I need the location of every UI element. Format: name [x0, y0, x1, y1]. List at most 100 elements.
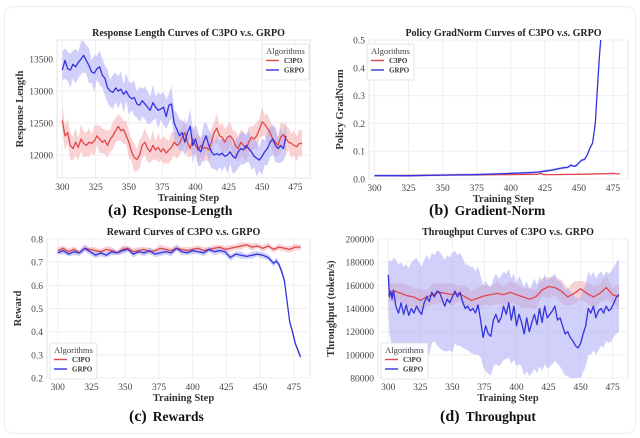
caption-b: (b) Gradient-Norm	[429, 202, 545, 220]
series-line-grpo	[61, 54, 287, 161]
legend-label-c3po: C3PO	[389, 57, 408, 65]
legend-title: Algorithms	[54, 345, 93, 355]
y-tick-label: 120000	[346, 328, 375, 338]
legend-box	[261, 43, 310, 81]
x-tick-label: 450	[255, 183, 270, 193]
y-tick-label: 0.5	[353, 37, 365, 47]
y-tick-label: 0.4	[353, 64, 365, 74]
x-tick-label: 425	[222, 183, 237, 193]
confidence-band-grpo	[62, 40, 286, 177]
x-tick-label: 375	[477, 383, 492, 393]
legend-box	[49, 342, 98, 380]
chart-d: 300 325 350 375 400 425 450 475 80000 100000 12000…	[326, 227, 629, 404]
y-tick-label: 0.7	[31, 259, 43, 269]
legend-title: Algorithms	[266, 46, 305, 56]
y-axis-label: Throughput (token/s)	[326, 260, 337, 357]
y-tick-label: 200000	[346, 236, 375, 246]
x-tick-label: 350	[445, 383, 460, 393]
confidence-band-grpo	[388, 250, 619, 378]
caption-a-label: (a)	[108, 202, 127, 219]
x-axis-label: Training Step	[158, 193, 220, 204]
chart-a: 300 325 350 375 400 425 450 475 12000 12500 13000 1…	[15, 28, 311, 204]
caption-a: (a) Response-Length	[108, 202, 232, 220]
x-tick-label: 450	[573, 383, 588, 393]
y-tick-label: 0.5	[31, 305, 43, 315]
x-tick-label: 325	[413, 383, 428, 393]
y-tick-label: 0.3	[353, 92, 365, 102]
series-group	[374, 40, 620, 178]
legend-box	[380, 342, 429, 380]
x-tick-label: 325	[84, 383, 99, 393]
y-tick-label: 12000	[29, 152, 53, 162]
legend-label-grpo: GRPO	[284, 67, 305, 75]
y-tick-label: 140000	[346, 305, 375, 315]
legend-label-c3po: C3PO	[403, 356, 422, 364]
series-group	[57, 242, 302, 360]
y-tick-label: 0.6	[31, 282, 43, 292]
chart-c: 300 325 350 375 400 425 450 475 0.2 0.3 0.4 0.5 0.6 0…	[13, 227, 311, 404]
x-tick-label: 400	[186, 383, 201, 393]
caption-d-label: (d)	[440, 408, 460, 425]
x-tick-label: 425	[538, 184, 553, 194]
series-line-grpo	[57, 247, 302, 358]
x-tick-label: 475	[288, 183, 303, 193]
y-tick-label: 100000	[346, 351, 375, 361]
x-tick-label: 300	[51, 383, 66, 393]
x-tick-label: 425	[219, 383, 234, 393]
x-axis-label: Training Step	[473, 194, 535, 205]
x-tick-label: 350	[122, 183, 137, 193]
caption-c-text: Rewards	[152, 409, 204, 424]
y-tick-label: 160000	[346, 282, 375, 292]
series-line-grpo	[374, 40, 602, 177]
legend-title: Algorithms	[385, 345, 424, 355]
y-tick-label: 0.8	[31, 236, 43, 246]
y-tick-label: 0.2	[353, 120, 365, 130]
legend-label-grpo: GRPO	[403, 366, 424, 374]
caption-d-text: Throughput	[465, 409, 536, 424]
series-group	[61, 40, 302, 177]
y-tick-label: 12500	[29, 120, 53, 130]
series-line-c3po	[61, 120, 302, 161]
caption-c-label: (c)	[129, 408, 147, 425]
y-axis-label: Response Length	[15, 70, 26, 147]
x-tick-label: 450	[572, 184, 587, 194]
series-line-grpo	[387, 274, 620, 349]
y-axis-label: Reward	[13, 291, 24, 327]
legend-label-c3po: C3PO	[284, 57, 303, 65]
x-tick-label: 350	[435, 184, 450, 194]
y-tick-label: 0.1	[353, 148, 365, 158]
y-tick-label: 180000	[346, 259, 375, 269]
x-tick-label: 400	[504, 184, 519, 194]
caption-b-label: (b)	[429, 202, 449, 219]
x-tick-label: 300	[367, 184, 382, 194]
legend-label-grpo: GRPO	[389, 67, 410, 75]
x-tick-label: 450	[253, 383, 268, 393]
x-tick-label: 375	[470, 184, 485, 194]
x-axis-label: Training Step	[477, 393, 539, 404]
legend-label-c3po: C3PO	[72, 356, 91, 364]
x-tick-label: 400	[509, 383, 524, 393]
x-tick-label: 375	[155, 183, 170, 193]
x-tick-label: 475	[605, 383, 620, 393]
caption-d: (d) Throughput	[440, 408, 536, 426]
series-line-c3po	[57, 244, 301, 254]
x-tick-label: 475	[606, 184, 621, 194]
x-tick-label: 475	[287, 383, 302, 393]
x-tick-label: 300	[381, 383, 396, 393]
series-group	[387, 250, 620, 378]
chart-title: Policy GradNorm Curves of C3PO v.s. GRPO	[405, 28, 601, 39]
chart-b: 300 325 350 375 400 425 450 475 0.0 0.1 0.2 0.3 0.4 0…	[335, 28, 629, 205]
caption-a-text: Response-Length	[132, 203, 233, 218]
legend-title: Algorithms	[371, 46, 410, 56]
x-tick-label: 300	[55, 183, 70, 193]
y-tick-label: 0.0	[353, 176, 365, 186]
y-tick-label: 13000	[29, 88, 53, 98]
caption-b-text: Gradient-Norm	[454, 203, 546, 218]
y-tick-label: 0.2	[31, 375, 43, 385]
x-tick-label: 325	[401, 184, 416, 194]
y-tick-label: 0.4	[31, 328, 43, 338]
x-tick-label: 425	[541, 383, 556, 393]
